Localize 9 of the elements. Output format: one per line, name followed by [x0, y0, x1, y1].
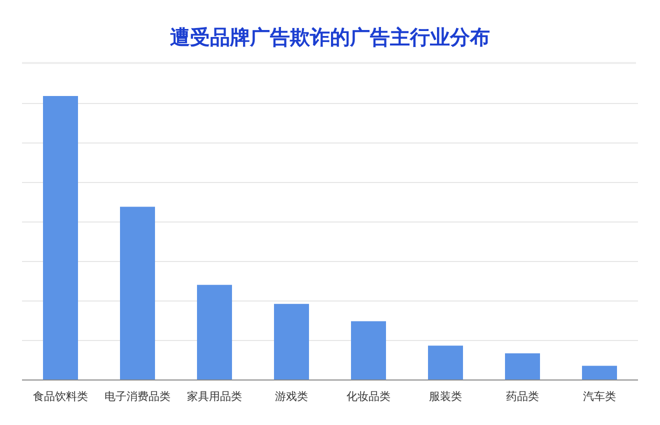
title: 遭受品牌广告欺诈的广告主行业分布 — [170, 27, 490, 49]
category-label: 药品类 — [506, 391, 539, 403]
category-label: 化妆品类 — [346, 391, 390, 403]
category-label: 服装类 — [429, 391, 462, 403]
category-label: 汽车类 — [583, 391, 616, 403]
category-label: 食品饮料类 — [33, 391, 88, 403]
category-label: 游戏类 — [275, 391, 308, 403]
category-label: 家具用品类 — [187, 391, 242, 403]
category-label: 电子消费品类 — [104, 391, 170, 403]
